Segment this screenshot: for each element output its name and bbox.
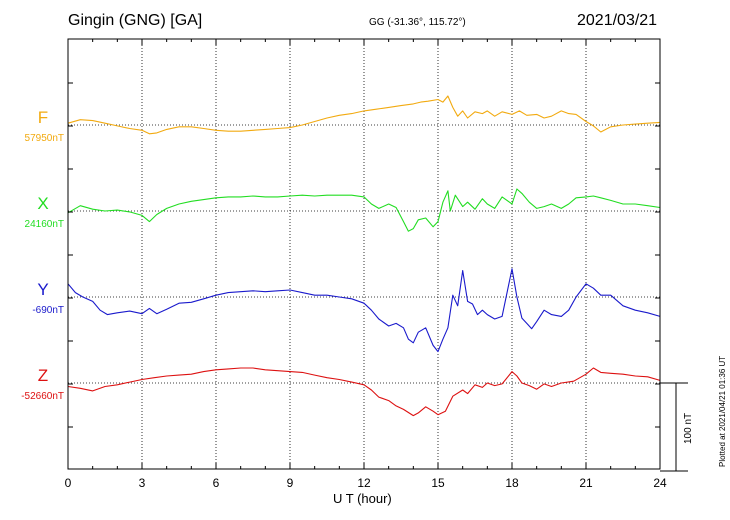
baseline-label-f: 57950nT bbox=[24, 133, 64, 144]
x-tick-label: 24 bbox=[653, 476, 667, 490]
x-tick-label: 18 bbox=[505, 476, 519, 490]
series-line-z bbox=[67, 367, 661, 417]
series-label-x: X bbox=[37, 194, 49, 213]
plotted-timestamp: Plotted at 2021/04/21 01:36 UT bbox=[718, 355, 727, 467]
plot-frame bbox=[67, 38, 661, 470]
x-tick-label: 15 bbox=[431, 476, 445, 490]
baseline-label-x: 24160nT bbox=[24, 219, 64, 230]
series-line-f bbox=[67, 95, 661, 135]
x-axis-label: U T (hour) bbox=[333, 491, 392, 506]
baseline-label-y: -690nT bbox=[32, 305, 64, 316]
series-label-f: F bbox=[37, 108, 49, 127]
baseline-label-z: -52660nT bbox=[21, 391, 64, 402]
x-tick-label: 21 bbox=[579, 476, 593, 490]
series-line-y bbox=[67, 268, 661, 353]
series-line-x bbox=[67, 188, 661, 232]
plot-date: 2021/03/21 bbox=[577, 12, 658, 29]
x-tick-label: 9 bbox=[286, 476, 294, 490]
series-label-z: Z bbox=[37, 366, 49, 385]
station-title: Gingin (GNG) [GA] bbox=[68, 12, 203, 29]
x-tick-label: 3 bbox=[138, 476, 146, 490]
scale-bar-label: 100 nT bbox=[683, 412, 694, 444]
x-tick-label: 0 bbox=[64, 476, 72, 490]
x-tick-label: 12 bbox=[357, 476, 371, 490]
station-coordinates: GG (-31.36°, 115.72°) bbox=[369, 17, 466, 28]
x-tick-label: 6 bbox=[212, 476, 220, 490]
series-label-y: Y bbox=[37, 280, 49, 299]
